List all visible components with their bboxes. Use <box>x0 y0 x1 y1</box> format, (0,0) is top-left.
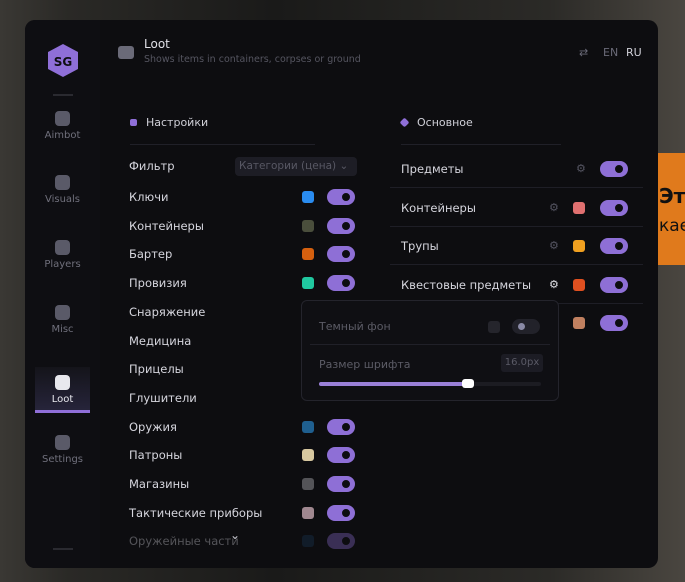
vr-headset-icon <box>55 175 70 190</box>
category-toggle[interactable] <box>327 418 355 435</box>
sidebar-item-aimbot[interactable]: Aimbot <box>35 108 90 154</box>
main-color-swatch[interactable] <box>573 317 585 329</box>
sidebar-item-settings[interactable]: Settings <box>35 432 90 478</box>
category-toggle[interactable] <box>327 246 355 263</box>
category-color-swatch[interactable] <box>302 535 314 548</box>
scroll-down-chevron-icon[interactable]: ⌄ <box>230 528 241 542</box>
briefcase-icon <box>55 375 70 390</box>
category-toggle[interactable] <box>327 533 355 550</box>
diamond-icon <box>399 117 410 128</box>
sidebar-item-loot[interactable]: Loot <box>35 367 90 413</box>
sidebar-item-visuals[interactable]: Visuals <box>35 172 90 218</box>
page-title: Loot <box>144 37 170 51</box>
category-label: Оружейные части <box>129 534 239 549</box>
page-subtitle: Shows items in containers, corpses or gr… <box>144 54 361 65</box>
gear-icon[interactable]: ⚙ <box>576 162 586 175</box>
category-color-swatch[interactable] <box>302 277 314 290</box>
main-section-title: Основное <box>399 116 473 129</box>
dark-bg-label: Темный фон <box>319 320 391 333</box>
divider <box>130 144 315 145</box>
category-label: Магазины <box>129 477 190 491</box>
font-size-label: Размер шрифта <box>319 358 411 371</box>
category-color-swatch[interactable] <box>302 478 314 490</box>
category-color-swatch[interactable] <box>302 248 314 261</box>
dark-bg-color-swatch[interactable] <box>488 321 500 333</box>
category-toggle[interactable] <box>327 217 355 234</box>
main-item-label: Квестовые предметы <box>401 277 532 292</box>
main-item-label: Контейнеры <box>401 200 476 215</box>
list-icon <box>55 435 70 450</box>
filter-select[interactable]: Категории (цена) ⌄ <box>235 157 357 176</box>
gear-icon <box>130 119 137 126</box>
main-color-swatch[interactable] <box>573 278 585 291</box>
dots-icon <box>55 305 70 320</box>
gear-icon[interactable]: ⚙ <box>549 277 559 291</box>
category-label: Глушители <box>129 390 197 405</box>
main-item-label: Трупы <box>401 239 439 253</box>
category-label: Патроны <box>129 448 183 463</box>
category-label: Оружия <box>129 419 177 434</box>
main-item-toggle[interactable] <box>600 238 628 254</box>
slider-handle[interactable] <box>461 379 474 388</box>
category-label: Тактические приборы <box>129 505 263 520</box>
main-item-toggle[interactable] <box>600 161 628 177</box>
settings-popup: Темный фон Размер шрифта 16.0px <box>301 300 559 401</box>
briefcase-icon <box>118 46 134 59</box>
sidebar-item-players[interactable]: Players <box>35 237 90 283</box>
font-size-slider[interactable] <box>319 379 541 388</box>
category-label: Бартер <box>129 247 173 262</box>
main-item-label: Предметы <box>401 162 464 176</box>
category-toggle[interactable] <box>327 476 355 492</box>
gear-icon[interactable]: ⚙ <box>549 200 559 214</box>
category-label: Контейнеры <box>129 218 204 233</box>
sidebar: SG Aimbot Visuals Players Misc Loot Settings <box>25 20 100 568</box>
category-label: Ключи <box>129 190 169 204</box>
alien-icon <box>55 111 70 126</box>
users-icon <box>55 240 70 255</box>
category-label: Прицелы <box>129 362 184 377</box>
main-color-swatch[interactable] <box>573 240 585 252</box>
main-item-toggle[interactable] <box>600 315 628 331</box>
lang-ru[interactable]: RU <box>626 46 642 59</box>
font-size-value: 16.0px <box>501 354 543 372</box>
main-item-toggle[interactable] <box>600 199 628 216</box>
category-toggle[interactable] <box>327 189 355 205</box>
category-label: Медицина <box>129 333 192 348</box>
category-color-swatch[interactable] <box>302 219 314 232</box>
main-item-toggle[interactable] <box>600 276 628 293</box>
category-toggle[interactable] <box>327 275 355 292</box>
filter-label: Фильтр <box>129 159 175 173</box>
sidebar-divider <box>53 548 73 550</box>
gear-icon[interactable]: ⚙ <box>549 239 559 252</box>
category-toggle[interactable] <box>327 504 355 521</box>
loot-window: SG Aimbot Visuals Players Misc Loot Settings … <box>25 20 658 568</box>
category-label: Провизия <box>129 276 187 291</box>
translate-icon[interactable]: ⇄ <box>579 46 589 59</box>
divider <box>401 144 561 145</box>
logo-icon: SG <box>48 44 78 77</box>
settings-section-title: Настройки <box>130 116 208 129</box>
category-color-swatch[interactable] <box>302 506 314 519</box>
svg-text:SG: SG <box>54 55 73 69</box>
category-label: Снаряжение <box>129 304 206 319</box>
main-color-swatch[interactable] <box>573 201 585 214</box>
sidebar-item-misc[interactable]: Misc <box>35 302 90 348</box>
category-color-swatch[interactable] <box>302 420 314 433</box>
category-color-swatch[interactable] <box>302 191 314 203</box>
background-banner: Эт кае <box>657 153 685 265</box>
lang-en[interactable]: EN <box>603 46 619 59</box>
sidebar-divider <box>53 94 73 96</box>
category-color-swatch[interactable] <box>302 449 314 462</box>
dark-bg-toggle[interactable] <box>512 319 540 334</box>
category-toggle[interactable] <box>327 447 355 464</box>
chevron-down-icon: ⌄ <box>339 160 349 172</box>
